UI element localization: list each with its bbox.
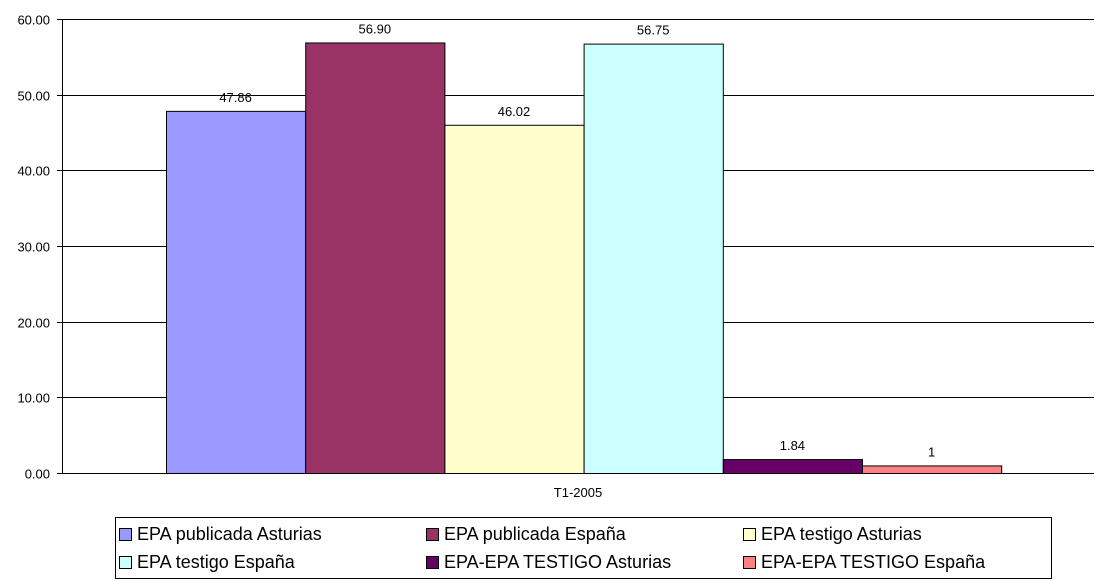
legend-swatch: [119, 527, 132, 541]
y-axis: 0.00 10.00 20.00 30.00 40.00 50.00 60.00: [17, 13, 63, 482]
legend-label: EPA testigo España: [137, 551, 295, 572]
data-label: 47.86: [219, 90, 252, 105]
bar-chart: 0.00 10.00 20.00 30.00 40.00 50.00 60.00 47.86…: [17, 13, 1094, 500]
legend-item: EPA-EPA TESTIGO España: [743, 551, 985, 573]
legend-swatch: [426, 555, 439, 569]
legend-label: EPA-EPA TESTIGO Asturias: [444, 551, 672, 572]
y-tick-label: 50.00: [17, 89, 50, 104]
y-tick-label: 0.00: [25, 467, 50, 482]
bar: [583, 43, 724, 474]
legend-label: EPA publicada Asturias: [137, 523, 322, 544]
legend-item: EPA-EPA TESTIGO Asturias: [426, 551, 671, 573]
bar: [305, 42, 446, 474]
legend-label: EPA publicada España: [444, 523, 626, 544]
bars: [166, 42, 1003, 474]
legend-swatch: [119, 555, 132, 569]
y-tick-label: 30.00: [17, 240, 50, 255]
legend-label: EPA testigo Asturias: [761, 523, 922, 544]
x-tick-label: T1-2005: [554, 485, 602, 500]
data-label: 46.02: [498, 104, 531, 119]
legend-item: EPA publicada España: [426, 523, 626, 545]
legend: EPA publicada Asturias EPA publicada Espa…: [115, 517, 1052, 579]
legend-item: EPA testigo España: [119, 551, 295, 573]
y-tick-label: 20.00: [17, 316, 50, 331]
y-tick-label: 40.00: [17, 164, 50, 179]
legend-item: EPA testigo Asturias: [743, 523, 922, 545]
data-label: 1: [928, 444, 935, 459]
y-tick-label: 60.00: [17, 13, 50, 28]
legend-label: EPA-EPA TESTIGO España: [761, 551, 986, 572]
bar: [166, 110, 307, 474]
legend-swatch: [426, 527, 439, 541]
data-label: 56.90: [359, 21, 392, 36]
legend-item: EPA publicada Asturias: [119, 523, 322, 545]
data-labels: 47.86 56.90 46.02 56.75 1.84 1: [219, 21, 935, 459]
data-label: 56.75: [637, 23, 670, 38]
bar: [444, 124, 585, 474]
bar: [722, 459, 863, 474]
data-label: 1.84: [780, 438, 805, 453]
legend-swatch: [743, 527, 756, 541]
y-tick-label: 10.00: [17, 391, 50, 406]
legend-swatch: [743, 555, 756, 569]
x-axis: T1-2005: [62, 473, 1094, 500]
bar: [862, 465, 1003, 474]
